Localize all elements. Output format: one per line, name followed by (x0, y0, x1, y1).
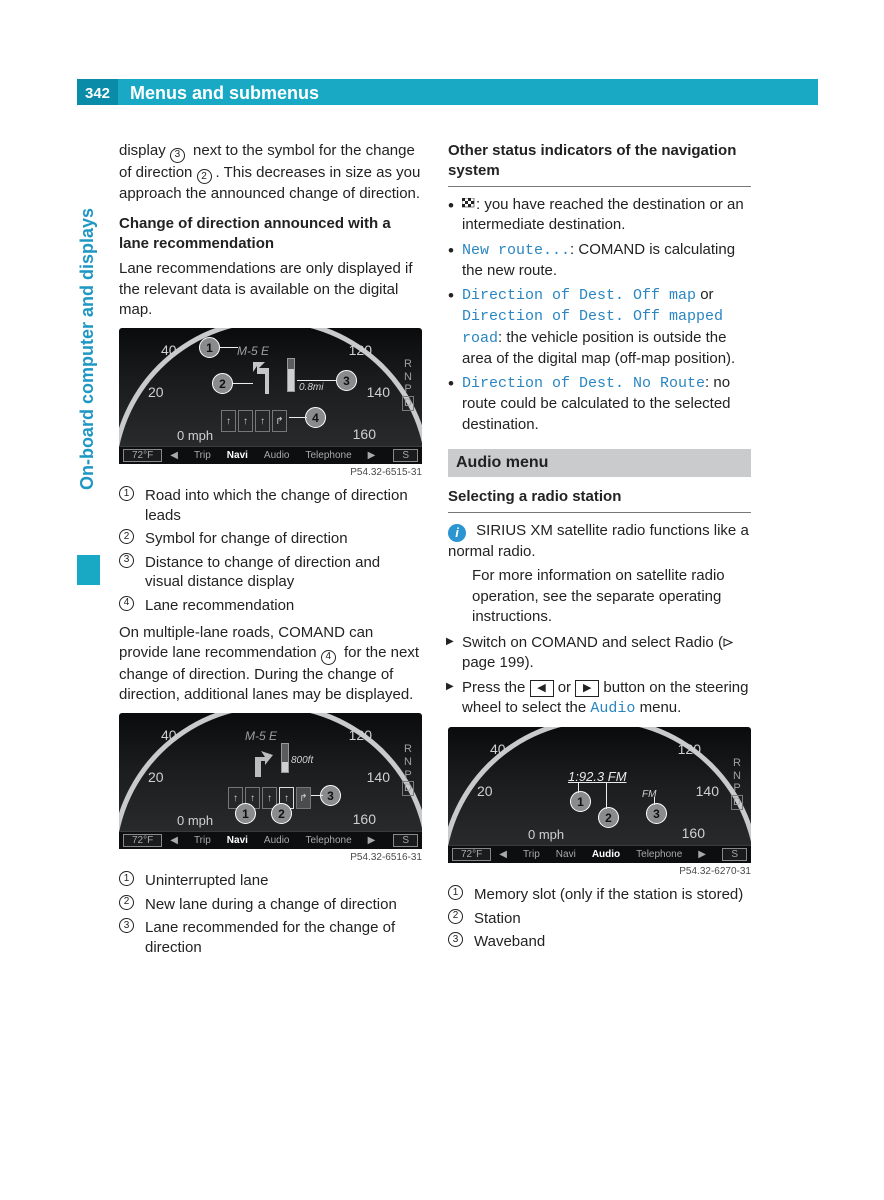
legend-1: 1Road into which the change of direction… (119, 486, 422, 615)
right-arrow-button-icon: ▶ (575, 680, 599, 697)
right-column: Other status indicators of the navigatio… (448, 141, 751, 961)
multilane-paragraph: On multiple-lane roads, COMAND can provi… (119, 623, 422, 705)
status-list: : you have reached the destination or an… (448, 195, 751, 435)
page-number: 342 (77, 79, 118, 105)
section-side-tab: On-board computer and displays (77, 208, 98, 490)
info-note-2: For more information on satellite radio … (448, 566, 751, 627)
subheading-radio: Selecting a radio station (448, 487, 751, 507)
steps-list: Switch on COMAND and select Radio ( page… (448, 633, 751, 719)
legend-item: 3Waveband (448, 932, 751, 952)
subheading-lane-rec: Change of direction announced with a lan… (119, 214, 422, 253)
legend-item: 1Memory slot (only if the station is sto… (448, 885, 751, 905)
section-audio-menu: Audio menu (448, 449, 751, 477)
figure-id-2: P54.32-6516-31 (119, 852, 422, 863)
list-item: : you have reached the destination or an… (448, 195, 751, 236)
legend-item: 3Lane recommended for the change of dire… (119, 918, 422, 957)
info-note: i SIRIUS XM satellite radio functions li… (448, 521, 751, 562)
legend-item: 1Uninterrupted lane (119, 871, 422, 891)
ref-circle-3: 3 (170, 148, 185, 163)
list-item: Switch on COMAND and select Radio ( page… (448, 633, 751, 674)
fig1-callout-3: 3 (336, 370, 357, 391)
lane-rec-paragraph: Lane recommendations are only displayed … (119, 259, 422, 320)
page-title: Menus and submenus (118, 79, 818, 105)
intro-paragraph: display 3 next to the symbol for the cha… (119, 141, 422, 204)
ref-circle-2: 2 (197, 169, 212, 184)
fig3-callout-3: 3 (646, 803, 667, 824)
list-item: Press the ◀ or ▶ button on the steering … (448, 678, 751, 720)
fig1-callout-2: 2 (212, 373, 233, 394)
left-arrow-button-icon: ◀ (530, 680, 554, 697)
list-item: New route...: COMAND is calculating the … (448, 240, 751, 282)
page-header: 342 Menus and submenus (77, 79, 818, 105)
figure-id-3: P54.32-6270-31 (448, 866, 751, 877)
list-item: Direction of Dest. No Route: no route co… (448, 373, 751, 435)
legend-item: 3Distance to change of direction and vis… (119, 553, 422, 592)
fig3-callout-2: 2 (598, 807, 619, 828)
turn-arrow-icon (251, 360, 279, 394)
checkered-flag-icon (462, 198, 476, 210)
section-side-marker (77, 555, 100, 585)
fig3-callout-1: 1 (570, 791, 591, 812)
fig1-callout-4: 4 (305, 407, 326, 428)
left-column: display 3 next to the symbol for the cha… (119, 141, 422, 961)
legend-item: 1Road into which the change of direction… (119, 486, 422, 525)
legend-3: 1Memory slot (only if the station is sto… (448, 885, 751, 952)
figure-id-1: P54.32-6515-31 (119, 467, 422, 478)
turn-arrow-icon (247, 745, 273, 777)
legend-item: 2Symbol for change of direction (119, 529, 422, 549)
legend-item: 2Station (448, 909, 751, 929)
dash-figure-2: 40 120 20 140 160 0 mph M-5 E 800ft ↑ ↑ … (119, 713, 422, 849)
fig1-callout-1: 1 (199, 337, 220, 358)
ref-circle-4: 4 (321, 650, 336, 665)
legend-item: 4Lane recommendation (119, 596, 422, 616)
legend-2: 1Uninterrupted lane 2New lane during a c… (119, 871, 422, 957)
list-item: Direction of Dest. Off map or Direction … (448, 285, 751, 369)
pageref-icon (723, 638, 733, 647)
info-icon: i (448, 524, 466, 542)
content-columns: display 3 next to the symbol for the cha… (119, 141, 751, 961)
subheading-status: Other status indicators of the navigatio… (448, 141, 751, 180)
dash-figure-3: 40 120 20 140 160 0 mph 1:92.3 FM FM R N… (448, 727, 751, 863)
dash-figure-1: 40 120 20 140 160 0 mph M-5 E 0.8mi ↑ ↑ … (119, 328, 422, 464)
legend-item: 2New lane during a change of direction (119, 895, 422, 915)
